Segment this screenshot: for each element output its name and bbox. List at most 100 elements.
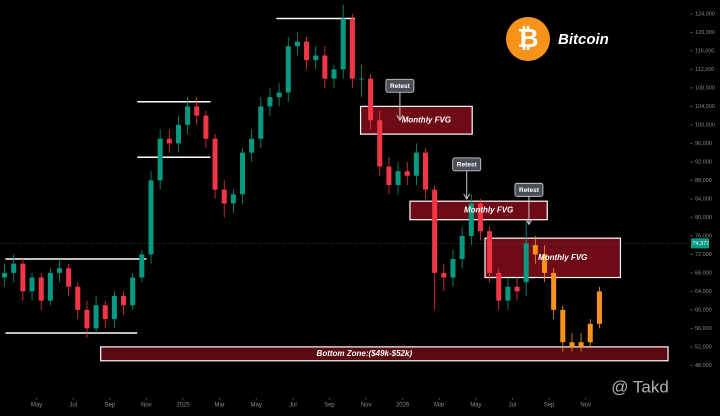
- candle-body: [221, 189, 227, 204]
- candle-body: [322, 55, 328, 79]
- candle-body: [175, 124, 181, 144]
- candle-body: [523, 243, 529, 283]
- candle-body: [450, 259, 456, 278]
- candle-body: [102, 305, 108, 320]
- candle-body: [230, 194, 236, 204]
- candle-body: [294, 41, 300, 47]
- fvg-label: Monthly FVG: [538, 253, 587, 262]
- candle-body: [121, 296, 127, 306]
- y-tick-label: 68,000: [695, 270, 712, 276]
- candle-body: [578, 342, 584, 347]
- candle-body: [29, 277, 35, 292]
- candle-body: [505, 286, 511, 301]
- callout-box: [514, 182, 544, 197]
- callout-label: Retest: [519, 187, 540, 194]
- candle-body: [258, 106, 264, 139]
- x-tick-label: Mar: [214, 403, 224, 409]
- callout-box: [452, 157, 482, 172]
- candle-body: [111, 296, 117, 320]
- last-price-tag: [691, 238, 709, 249]
- fvg-label: Monthly FVG: [464, 206, 513, 215]
- candle-body: [239, 152, 246, 195]
- logo-circle: [506, 17, 550, 61]
- x-tick-label: Nov: [580, 403, 591, 409]
- x-tick-label: Jul: [69, 403, 77, 409]
- last-price-label: 74,377: [693, 241, 710, 247]
- candle-body: [304, 41, 310, 61]
- y-tick-label: 116,000: [695, 48, 714, 54]
- candle-body: [157, 138, 163, 181]
- y-tick-label: 80,000: [695, 215, 712, 221]
- candle-body: [413, 152, 419, 176]
- candle-body: [395, 171, 401, 186]
- candle-body: [47, 272, 53, 301]
- y-tick-label: 96,000: [695, 141, 712, 147]
- candle-body: [551, 272, 557, 310]
- candle-body: [166, 138, 172, 144]
- candle-body: [313, 55, 319, 61]
- candle-body: [66, 268, 72, 287]
- y-tick-label: 100,000: [695, 122, 715, 128]
- y-tick-label: 120,000: [695, 30, 715, 36]
- fvg-label: Monthly FVG: [402, 115, 451, 124]
- candle-body: [487, 231, 493, 273]
- y-tick-label: 76,000: [695, 233, 712, 239]
- candle-body: [130, 277, 136, 306]
- x-tick-label: 2026: [396, 403, 410, 409]
- x-tick-label: May: [470, 403, 481, 409]
- candle-body: [11, 263, 17, 273]
- y-tick-label: 108,000: [695, 85, 715, 91]
- candle-body: [514, 286, 520, 292]
- x-tick-label: Sep: [544, 403, 555, 409]
- y-tick-label: 92,000: [695, 159, 712, 165]
- bottom-zone: [100, 346, 669, 362]
- candle-body: [468, 203, 474, 236]
- candle-body: [423, 152, 429, 190]
- candle-body: [194, 106, 200, 116]
- candle-body: [75, 286, 81, 310]
- candle-body: [386, 166, 392, 186]
- logo: ₿ Bitcoin: [506, 17, 609, 61]
- candle-body: [432, 189, 438, 273]
- candle-body: [285, 46, 291, 93]
- x-tick-label: Nov: [361, 403, 372, 409]
- candle-body: [20, 263, 26, 292]
- callout-label: Retest: [457, 162, 478, 169]
- candle-body: [249, 138, 255, 153]
- y-tick-label: 88,000: [695, 178, 712, 184]
- candle-body: [349, 18, 355, 79]
- watermark: @ Takd: [611, 377, 669, 396]
- y-tick-label: 124,000: [695, 11, 715, 17]
- candle-body: [596, 291, 602, 324]
- x-tick-label: Sep: [104, 403, 115, 409]
- candle-body: [185, 106, 191, 125]
- x-tick-label: 2025: [176, 403, 190, 409]
- y-tick-label: 52,000: [695, 344, 712, 350]
- y-tick-label: 72,000: [695, 252, 712, 258]
- callout-label: Retest: [390, 83, 411, 90]
- bottom-zone-label: Bottom Zone:($49k-$52k): [317, 349, 413, 358]
- candle-body: [148, 180, 154, 255]
- candle-body: [203, 115, 209, 139]
- candle-body: [377, 120, 383, 167]
- candle-body: [459, 235, 465, 260]
- candle-body: [276, 92, 282, 98]
- candle-body: [496, 272, 502, 301]
- candle-body: [212, 138, 218, 190]
- candle-body: [569, 342, 575, 347]
- candle-body: [84, 309, 90, 329]
- candle-body: [560, 309, 566, 343]
- candle-body: [541, 254, 548, 273]
- candle-body: [331, 69, 337, 79]
- y-tick-label: 56,000: [695, 326, 712, 332]
- callout-arrow: [463, 193, 471, 200]
- x-tick-label: Sep: [324, 403, 335, 409]
- x-tick-label: Mar: [434, 403, 444, 409]
- y-tick-label: 64,000: [695, 289, 712, 295]
- x-tick-label: May: [251, 403, 262, 409]
- candle-body: [267, 97, 273, 107]
- logo-symbol: ₿: [517, 23, 538, 53]
- candle-body: [340, 18, 346, 70]
- y-tick-label: 84,000: [695, 196, 712, 202]
